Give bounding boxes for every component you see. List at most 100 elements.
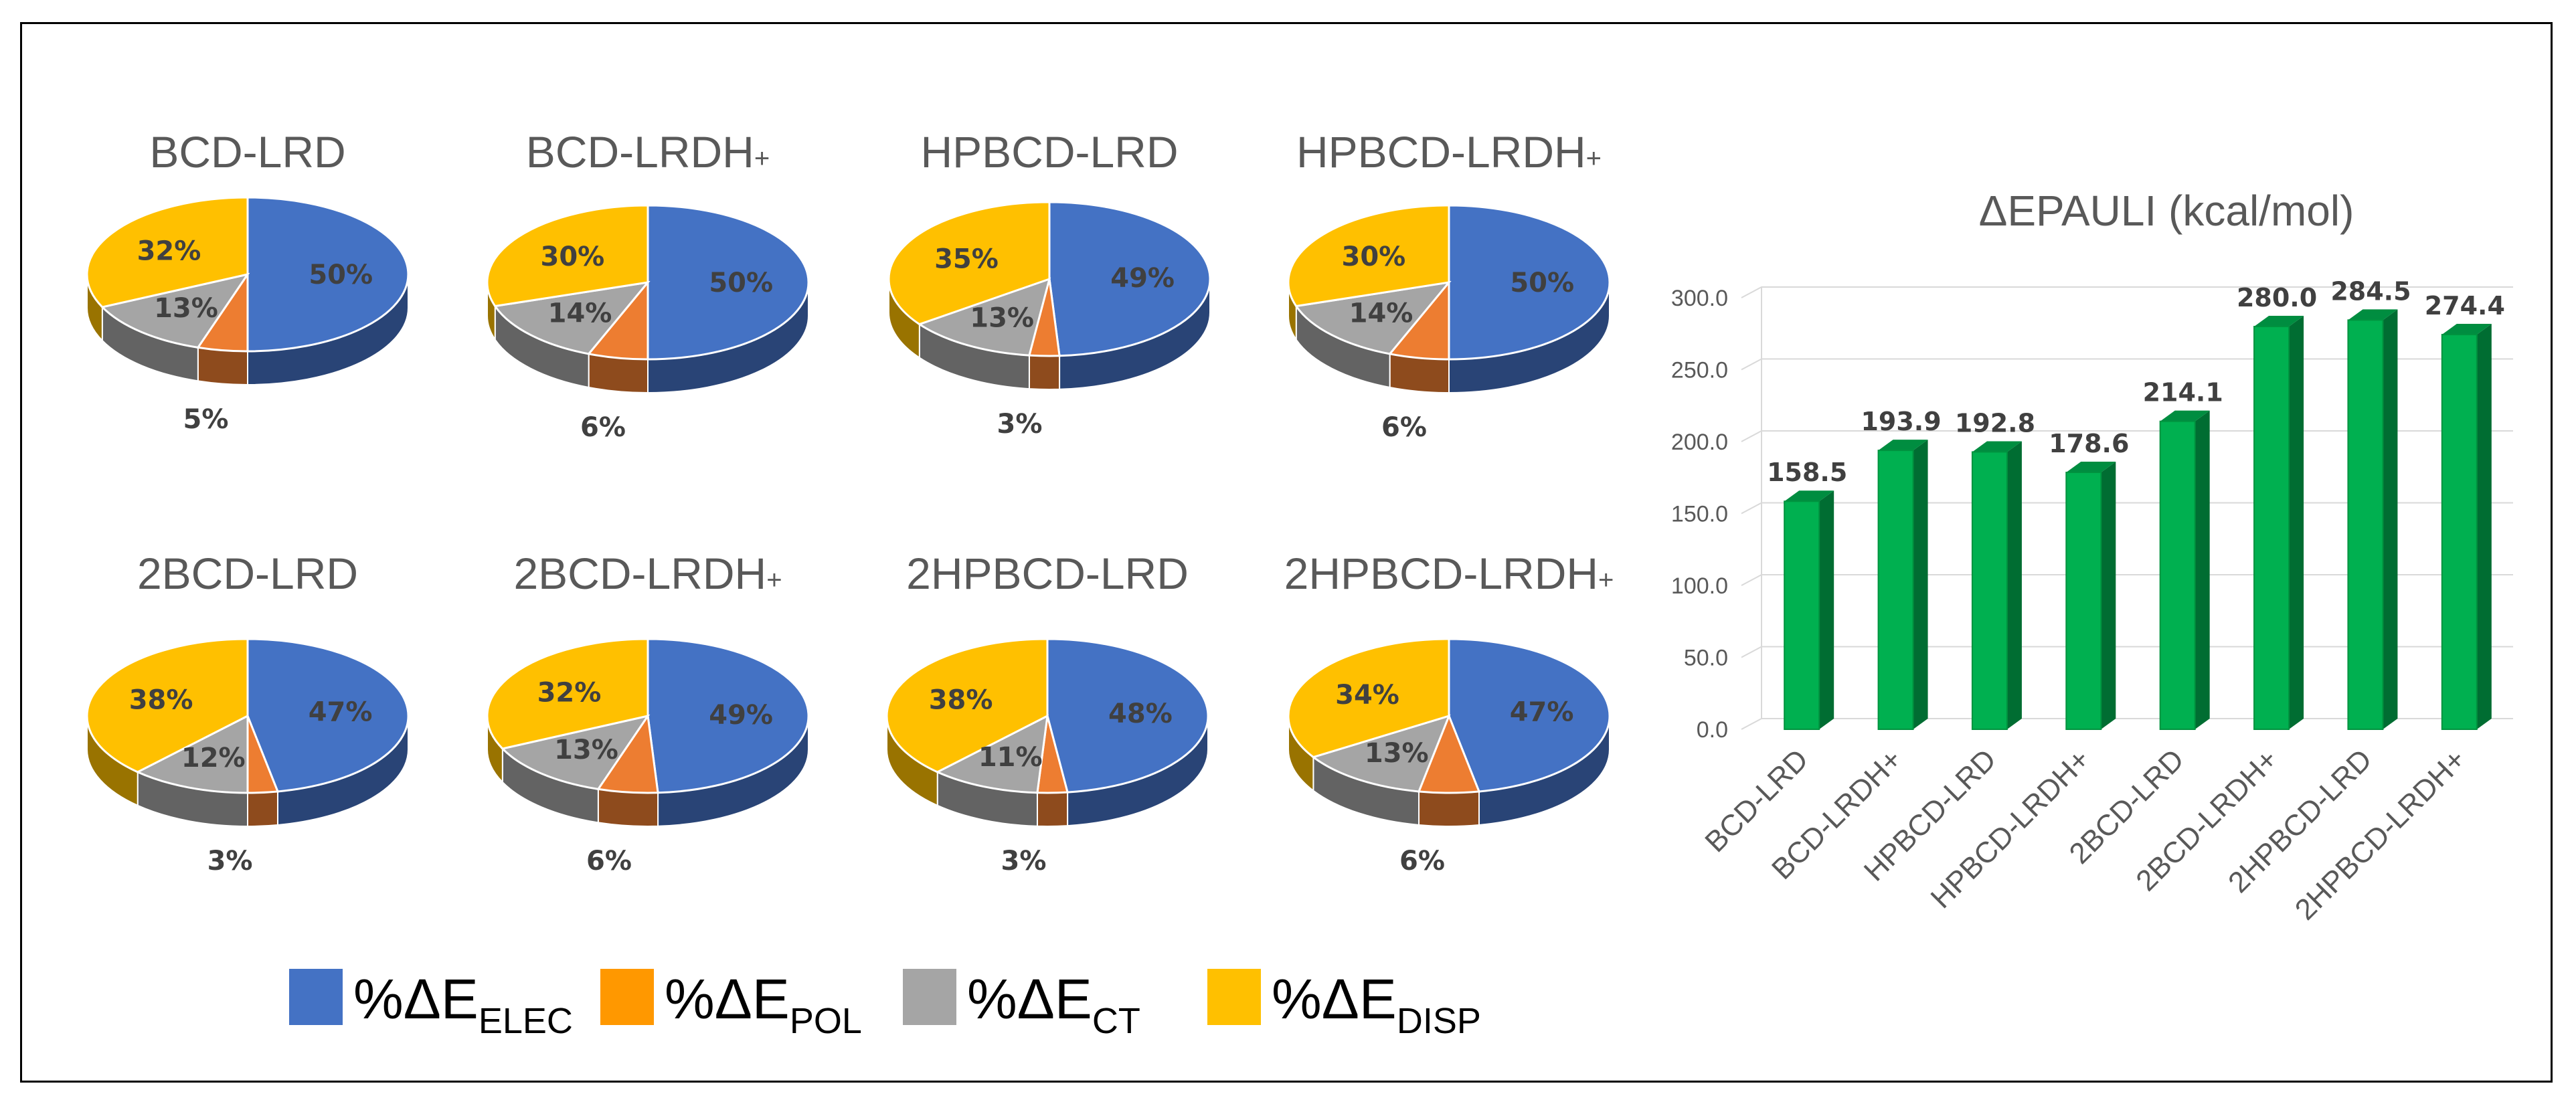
bar-value-label: 214.1 [2143,378,2223,407]
y-tick-label: 300.0 [1671,286,1728,311]
pie-slice-elec [647,638,810,794]
bar [2441,324,2492,731]
bar-chart: ΔEPAULI (kcal/mol) 0.0 50.0 100.0 150.0 200.0… [1671,187,2513,927]
pie-slice-elec [1448,638,1611,793]
pie-data-label: 32% [537,677,602,708]
bar [1877,440,1928,730]
bar [2159,410,2210,730]
pie-data-label: 12% [181,743,246,773]
pie-chart: BCD-LRD 50% 5% 13% 32% [86,127,410,435]
bar-top [2160,410,2210,422]
bar-side [2006,441,2022,729]
legend-swatch-pol [600,969,654,1025]
bar-chart-title: ΔEPAULI (kcal/mol) [1979,187,2354,235]
bar-side [2101,462,2116,729]
pie-data-label: 50% [1510,268,1574,298]
bar-front [2347,319,2384,730]
x-category-label: 2HPBCD-LRDH+ [2289,743,2472,926]
pie-slice-ct [917,277,1051,357]
bar-side [2476,324,2492,729]
pie-data-label: 13% [1365,738,1429,769]
pie-slice-elec [246,196,410,353]
pie-title: BCD-LRD [149,127,345,177]
bar-top [1878,440,1928,451]
bar-top [2254,316,2304,327]
legend-label-subscript: ELEC [479,1001,573,1041]
bar-value-label: 192.8 [1955,408,2035,438]
bar-value-label: 284.5 [2330,276,2411,306]
legend-label-subscript: CT [1092,1001,1140,1041]
legend-label-prefix: %ΔE [1272,967,1397,1030]
pie-slice-elec [246,638,410,793]
bar-top [2441,324,2492,335]
bar [2347,309,2398,730]
legend-swatch-ct [903,969,956,1025]
pie-slice-disp [486,638,649,750]
pie-data-label: 6% [580,412,626,443]
pie-data-label: 6% [1381,412,1427,443]
pie-chart: 2BCD-LRD 47% 3% 12% 38% [86,549,410,877]
pie-data-label: 5% [183,404,229,435]
pie-data-label: 49% [709,700,773,731]
pie-chart: 2HPBCD-LRD 48% 3% 11% 38% [885,549,1209,877]
legend-label-elec: %ΔEELEC [353,967,573,1041]
bar-side [2289,316,2304,729]
pie-data-label: 13% [554,735,618,765]
bar-side [1913,440,1928,729]
y-tick-label: 100.0 [1671,573,1728,599]
pie-slice-ct [935,714,1049,794]
pie-title-subscript: + [766,565,782,595]
y-tick-label: 250.0 [1671,358,1728,383]
pie-data-label: 35% [934,244,999,275]
legend-swatch-elec [289,969,343,1025]
pie-title: 2BCD-LRDH+ [513,549,782,598]
pie-slice-elec [1046,638,1209,794]
pie-data-label: 30% [541,242,605,272]
pie-slice-elec [1448,204,1611,361]
pie-data-label: 6% [1399,846,1445,877]
pie-data-label: 48% [1108,699,1173,729]
pie-data-label: 14% [1349,298,1413,329]
pie-charts: BCD-LRD 50% 5% 13% 32% BCD-LRDH+ 50% 6% 14% 30% HP… [86,127,1614,877]
y-tick-label: 150.0 [1671,502,1728,527]
pie-chart: 2BCD-LRDH+ 49% 6% 13% 32% [486,549,810,877]
bar-side [2195,410,2210,729]
pie-title: 2BCD-LRD [137,549,358,598]
pie-slice-ct [500,714,651,790]
pie-slice-side-pol [1036,792,1069,827]
y-tick-label: 50.0 [1684,646,1728,671]
x-category-label: HPBCD-LRDH+ [1925,743,2097,915]
pie-title: 2HPBCD-LRDH+ [1284,549,1614,598]
pie-data-label: 14% [548,298,612,329]
pie-data-label: 3% [1001,846,1047,877]
pie-data-label: 11% [978,742,1043,773]
pie-chart: HPBCD-LRD 49% 3% 13% 35% [887,127,1211,440]
bar [2253,316,2304,730]
legend-label-subscript: DISP [1397,1001,1481,1041]
pie-data-label: 13% [154,293,218,324]
bar-front [2065,472,2102,730]
pie-chart: 2HPBCD-LRDH+ 47% 6% 13% 34% [1284,549,1614,877]
pie-data-label: 50% [709,268,773,298]
pie-data-label: 47% [309,697,373,728]
y-tick-label: 200.0 [1671,430,1728,455]
legend-label-prefix: %ΔE [967,967,1092,1030]
pie-chart: BCD-LRDH+ 50% 6% 14% 30% [486,127,810,443]
pie-slice-elec [1048,201,1211,357]
pie-data-label: 49% [1110,263,1175,294]
pie-data-label: 32% [137,236,201,266]
legend-label-ct: %ΔECT [967,967,1140,1041]
bar-value-label: 178.6 [2049,429,2129,458]
legend-label-prefix: %ΔE [353,967,479,1030]
bar-value-label: 280.0 [2237,283,2317,312]
bar-front [1971,451,2008,730]
pie-slice-elec [647,204,810,361]
legend-label-subscript: POL [790,1001,862,1041]
pie-title: BCD-LRDH+ [526,127,770,177]
bar-front [1877,450,1914,730]
pie-data-label: 38% [929,684,993,715]
pie-data-label: 34% [1335,680,1399,711]
pie-data-label: 38% [129,684,193,715]
legend: %ΔEELEC %ΔEPOL %ΔECT %ΔEDISP [289,967,1481,1041]
